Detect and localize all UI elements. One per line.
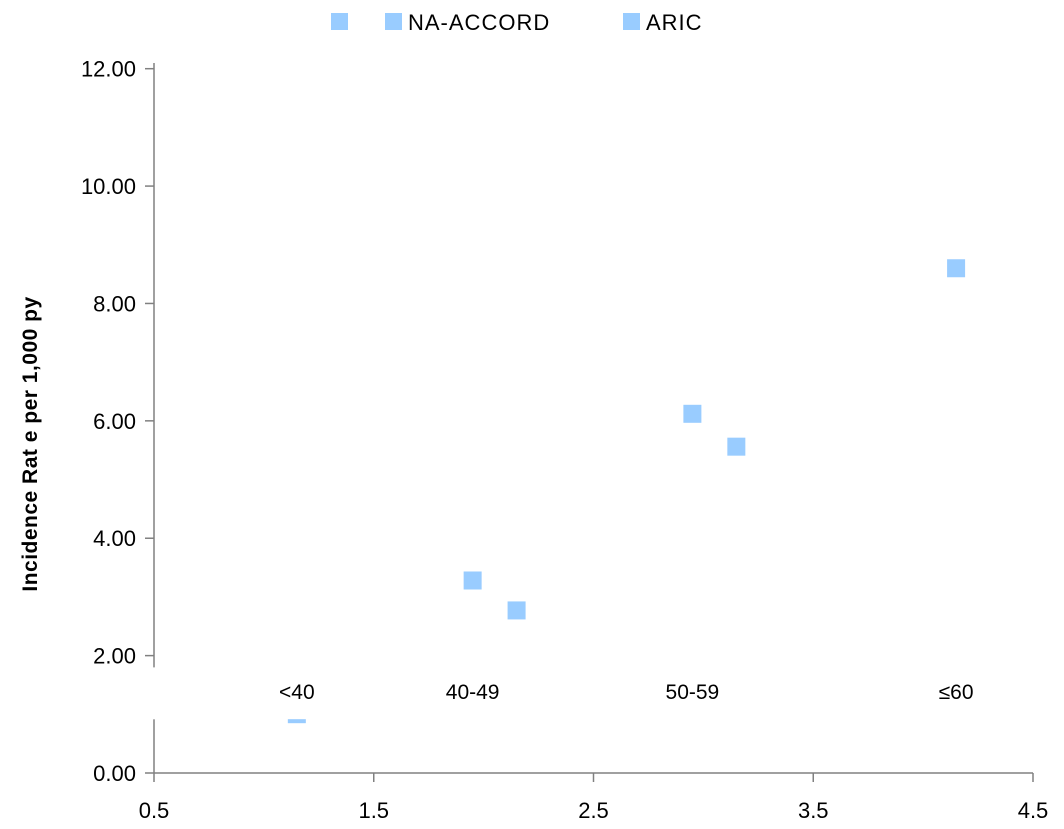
category-label: 50-59 [666, 681, 720, 704]
category-label: <40 [279, 681, 315, 704]
x-tick-label: 1.5 [358, 798, 389, 823]
legend-label: ARIC [646, 10, 703, 35]
data-point [727, 437, 746, 456]
legend-label: NA-ACCORD [408, 10, 550, 35]
y-tick-label: 8.00 [93, 291, 136, 316]
legend-marker [623, 13, 640, 30]
y-tick-label: 10.00 [81, 174, 136, 199]
category-annotations: <40 40-49 50-59 ≤60 [279, 681, 974, 704]
x-tick-label: 0.5 [139, 798, 170, 823]
y-tick-label: 2.00 [93, 644, 136, 669]
y-tick-label: 0.00 [93, 761, 136, 786]
x-tick-label: 3.5 [798, 798, 829, 823]
x-axis: 0.5 1.5 2.5 3.5 4.5 [139, 772, 1049, 823]
data-point [683, 404, 702, 423]
category-label: ≤60 [939, 681, 974, 704]
data-points [287, 259, 966, 724]
data-point [947, 259, 966, 278]
legend-marker [385, 13, 402, 30]
x-tick-label: 4.5 [1018, 798, 1049, 823]
y-axis-label: Incidence Rat e per 1,000 py [19, 296, 42, 591]
legend-marker [331, 13, 348, 30]
category-label: 40-49 [446, 681, 500, 704]
y-tick-label: 12.00 [81, 57, 136, 82]
x-tick-label: 2.5 [578, 798, 609, 823]
data-point [287, 719, 306, 724]
y-tick-label: 4.00 [93, 526, 136, 551]
y-axis: 0.00 2.00 4.00 6.00 8.00 10.00 12.00 [81, 57, 155, 786]
data-point [463, 571, 482, 590]
y-tick-label: 6.00 [93, 409, 136, 434]
legend: NA-ACCORD ARIC [331, 10, 703, 35]
data-point [507, 601, 526, 620]
